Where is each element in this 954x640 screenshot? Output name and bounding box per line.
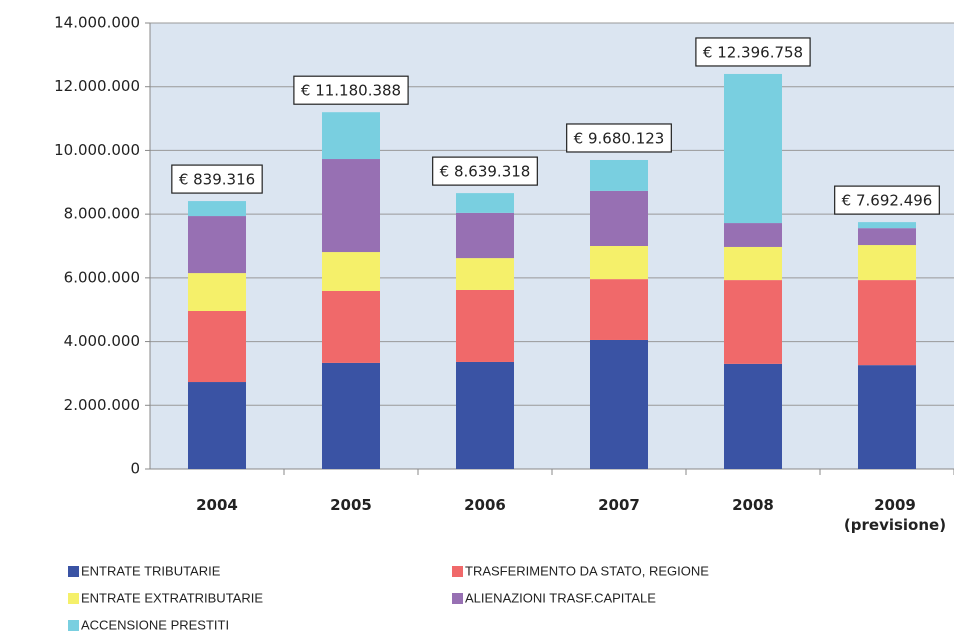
annotation-box [171,164,263,194]
legend-label: ALIENAZIONI TRASF.CAPITALE [465,590,656,605]
x-tick-line: 2006 [464,496,506,514]
annotation-box [293,75,409,105]
bar-segment [188,382,246,469]
bar-segment [456,258,514,290]
bar-segment [858,280,916,366]
bar-segment [322,362,380,469]
legend-swatch [452,593,463,604]
bar-segment [456,193,514,213]
y-tick-label: 0 [130,460,140,478]
y-tick-label: 6.000.000 [64,268,140,286]
annotation-box [695,37,811,67]
x-tick-label: 2007 [598,496,640,514]
legend-swatch [452,566,463,577]
bar-segment [456,212,514,259]
x-tick-line: 2009 [874,496,916,514]
bar-segment [590,159,648,191]
bar-segment [590,190,648,246]
x-tick-label: 2008 [732,496,774,514]
x-tick-line: 2008 [732,496,774,514]
x-tick-line: 2004 [196,496,238,514]
bar-segment [456,361,514,469]
legend-label: ENTRATE EXTRATRIBUTARIE [81,590,263,605]
annotation: € 11.180.388 [301,82,401,100]
annotation-box [834,185,940,215]
annotation: € 839.316 [179,171,255,189]
legend-label: ACCENSIONE PRESTITI [81,617,229,632]
legend-swatch [68,593,79,604]
annotation: € 9.680.123 [574,129,665,147]
bar-segment [188,216,246,274]
bar-segment [858,245,916,281]
bar-segment [322,159,380,253]
legend-swatch [68,620,79,631]
annotation: € 8.639.318 [440,163,531,181]
y-tick-label: 10.000.000 [54,141,140,159]
bar-segment [188,273,246,311]
bar-segment [188,201,246,217]
bar-segment [188,310,246,383]
bar-segment [590,339,648,469]
bar-segment [724,363,782,469]
x-tick-label: 2006 [464,496,506,514]
annotation: € 7.692.496 [842,192,933,210]
annotation: € 12.396.758 [703,43,803,61]
x-tick-label: 2004 [196,496,238,514]
y-tick-label: 14.000.000 [54,14,140,32]
bar-segment [322,112,380,160]
annotation-box [566,123,672,153]
legend-label: ENTRATE TRIBUTARIE [81,563,221,578]
legend-label: TRASFERIMENTO DA STATO, REGIONE [465,563,709,578]
y-tick-label: 8.000.000 [64,205,140,223]
bar-segment [456,289,514,362]
bar-segment [590,279,648,340]
annotation-box [432,156,538,186]
y-tick-label: 4.000.000 [64,332,140,350]
legend-swatch [68,566,79,577]
bar-segment [724,246,782,281]
x-tick-label: 2009 (previsione) [844,496,946,534]
x-tick-label: 2005 [330,496,372,514]
x-tick-line: (previsione) [844,516,946,534]
bar-segment [858,365,916,469]
bar-segment [724,73,782,224]
bar-segment [724,280,782,364]
y-tick-label: 2.000.000 [64,396,140,414]
bar-segment [590,246,648,280]
bar-segment [858,228,916,246]
bar-segment [322,252,380,291]
plot-area [150,23,954,469]
bar-segment [322,290,380,363]
x-tick-line: 2005 [330,496,372,514]
y-tick-label: 12.000.000 [54,77,140,95]
bar-segment [858,222,916,229]
x-tick-line: 2007 [598,496,640,514]
bar-segment [724,223,782,247]
